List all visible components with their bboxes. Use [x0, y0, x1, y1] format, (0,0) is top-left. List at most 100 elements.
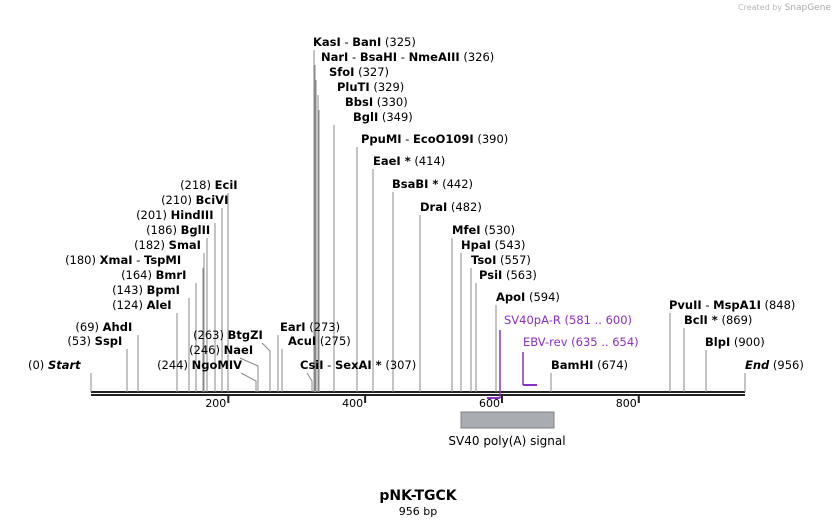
site-bgli[interactable]: BglI (349)	[353, 110, 413, 124]
leader-btgzi	[261, 342, 271, 392]
site-sfoi[interactable]: SfoI (327)	[329, 65, 389, 79]
site-bsabi[interactable]: BsaBI * (442)	[392, 177, 473, 191]
site-smai[interactable]: (182) SmaI	[134, 238, 201, 252]
site-ahdi[interactable]: (69) AhdI	[75, 320, 132, 334]
site-bcivi[interactable]: (210) BciVI	[161, 193, 228, 207]
site-acui[interactable]: AcuI (275)	[288, 334, 351, 348]
site-ecii[interactable]: (218) EciI	[180, 178, 238, 192]
site-pvuii[interactable]: PvuII - MspA1I (848)	[669, 298, 795, 312]
primer-label: EBV-rev (635 .. 654)	[523, 335, 639, 349]
site-sspi[interactable]: (53) SspI	[67, 334, 122, 348]
site-position: (180)	[65, 253, 100, 267]
site-label-sfoi: SfoI (327)	[329, 65, 389, 79]
site-name: CsiI	[300, 358, 324, 372]
site-name: DraI	[420, 200, 447, 214]
site-name: BtgZI	[228, 328, 263, 342]
site-csii[interactable]: CsiI - SexAI * (307)	[300, 358, 416, 372]
site-bamhi[interactable]: BamHI (674)	[551, 358, 628, 372]
primer-name: EBV-rev	[523, 335, 568, 349]
axis-tick-label: 800	[616, 397, 637, 410]
site-nari[interactable]: NarI - BsaHI - NmeAIII (326)	[321, 50, 494, 64]
site-name: PvuII	[669, 298, 702, 312]
site-psii[interactable]: PsiI (563)	[479, 268, 537, 282]
site-ngomiv[interactable]: (244) NgoMIV	[157, 358, 242, 372]
site-name: BmrI	[156, 268, 187, 282]
site-position: (557)	[496, 253, 531, 267]
site-pluti[interactable]: PluTI (329)	[337, 80, 404, 94]
site-start[interactable]: (0) Start	[28, 358, 81, 372]
site-position: (414)	[411, 154, 446, 168]
site-mfei[interactable]: MfeI (530)	[452, 223, 515, 237]
site-position: (674)	[593, 358, 628, 372]
site-position: (390)	[474, 132, 509, 146]
site-hindiii[interactable]: (201) HindIII	[136, 208, 213, 222]
site-separator: -	[133, 253, 144, 267]
site-name: AcuI	[288, 334, 316, 348]
primer-name: SV40pA-R	[504, 313, 561, 327]
site-label-ngomiv: (244) NgoMIV	[157, 358, 242, 372]
site-label-pluti: PluTI (329)	[337, 80, 404, 94]
feature-sv40-polya[interactable]: SV40 poly(A) signal	[448, 411, 566, 448]
site-position: (210)	[161, 193, 196, 207]
site-position: (326)	[460, 50, 495, 64]
site-hpai[interactable]: HpaI (543)	[461, 238, 526, 252]
site-bglii[interactable]: (186) BglII	[146, 223, 210, 237]
site-end[interactable]: End (956)	[745, 358, 804, 372]
site-xmai[interactable]: (180) XmaI - TspMI	[65, 253, 181, 267]
site-btgzi[interactable]: (263) BtgZI	[193, 328, 263, 342]
site-position: (263)	[193, 328, 228, 342]
site-position: (482)	[447, 200, 482, 214]
site-name: AhdI	[103, 320, 133, 334]
site-ppumi[interactable]: PpuMI - EcoO109I (390)	[361, 132, 508, 146]
site-position: (307)	[382, 358, 417, 372]
site-name: BclI *	[684, 313, 718, 327]
site-alei[interactable]: (124) AleI	[112, 298, 172, 312]
site-name: ApoI	[496, 290, 525, 304]
site-position: (124)	[112, 298, 147, 312]
site-label-bpmi: (143) BpmI	[112, 283, 180, 297]
site-bmri[interactable]: (164) BmrI	[121, 268, 186, 282]
primer-sv40pa-r[interactable]: SV40pA-R (581 .. 600)	[487, 313, 632, 399]
site-label-bcli: BclI * (869)	[684, 313, 752, 327]
site-label-eari: EarI (273)	[280, 320, 340, 334]
site-name: NaeI	[224, 343, 253, 357]
site-name: BglI	[353, 110, 378, 124]
site-position: (53)	[67, 334, 94, 348]
site-label-hindiii: (201) HindIII	[136, 208, 213, 222]
site-label-bamhi: BamHI (674)	[551, 358, 628, 372]
primer-ebv-rev[interactable]: EBV-rev (635 .. 654)	[522, 335, 639, 386]
site-eari[interactable]: EarI (273)	[280, 320, 340, 334]
site-position: (275)	[316, 334, 351, 348]
primer-range: (581 .. 600)	[561, 313, 632, 327]
site-drai[interactable]: DraI (482)	[420, 200, 482, 214]
site-apoi[interactable]: ApoI (594)	[496, 290, 560, 304]
site-label-eaei: EaeI * (414)	[373, 154, 445, 168]
site-separator: -	[324, 358, 335, 372]
site-name: XmaI	[100, 253, 133, 267]
site-label-end: End (956)	[745, 358, 804, 372]
site-position: (848)	[761, 298, 796, 312]
feature-box	[460, 411, 555, 429]
site-kasi[interactable]: KasI - BanI (325)	[313, 35, 416, 49]
site-blpi[interactable]: BlpI (900)	[705, 335, 765, 349]
site-position: (201)	[136, 208, 171, 222]
site-label-bcivi: (210) BciVI	[161, 193, 228, 207]
axis-tick-label: 600	[479, 397, 500, 410]
site-separator: -	[397, 50, 408, 64]
site-position: (327)	[354, 65, 389, 79]
site-name: TspMI	[144, 253, 181, 267]
site-bcli[interactable]: BclI * (869)	[684, 313, 752, 327]
site-naei[interactable]: (246) NaeI	[189, 343, 253, 357]
site-name: EaeI *	[373, 154, 411, 168]
site-position: (186)	[146, 223, 181, 237]
site-bpmi[interactable]: (143) BpmI	[112, 283, 180, 297]
credit-prefix: Created by	[738, 3, 783, 12]
site-label-ppumi: PpuMI - EcoO109I (390)	[361, 132, 508, 146]
site-name: BbsI	[345, 95, 373, 109]
site-label-start: (0) Start	[28, 358, 81, 372]
site-name: BsaHI	[360, 50, 397, 64]
site-tsoi[interactable]: TsoI (557)	[471, 253, 531, 267]
site-bbsi[interactable]: BbsI (330)	[345, 95, 408, 109]
site-name: SmaI	[169, 238, 201, 252]
site-eaei[interactable]: EaeI * (414)	[373, 154, 445, 168]
